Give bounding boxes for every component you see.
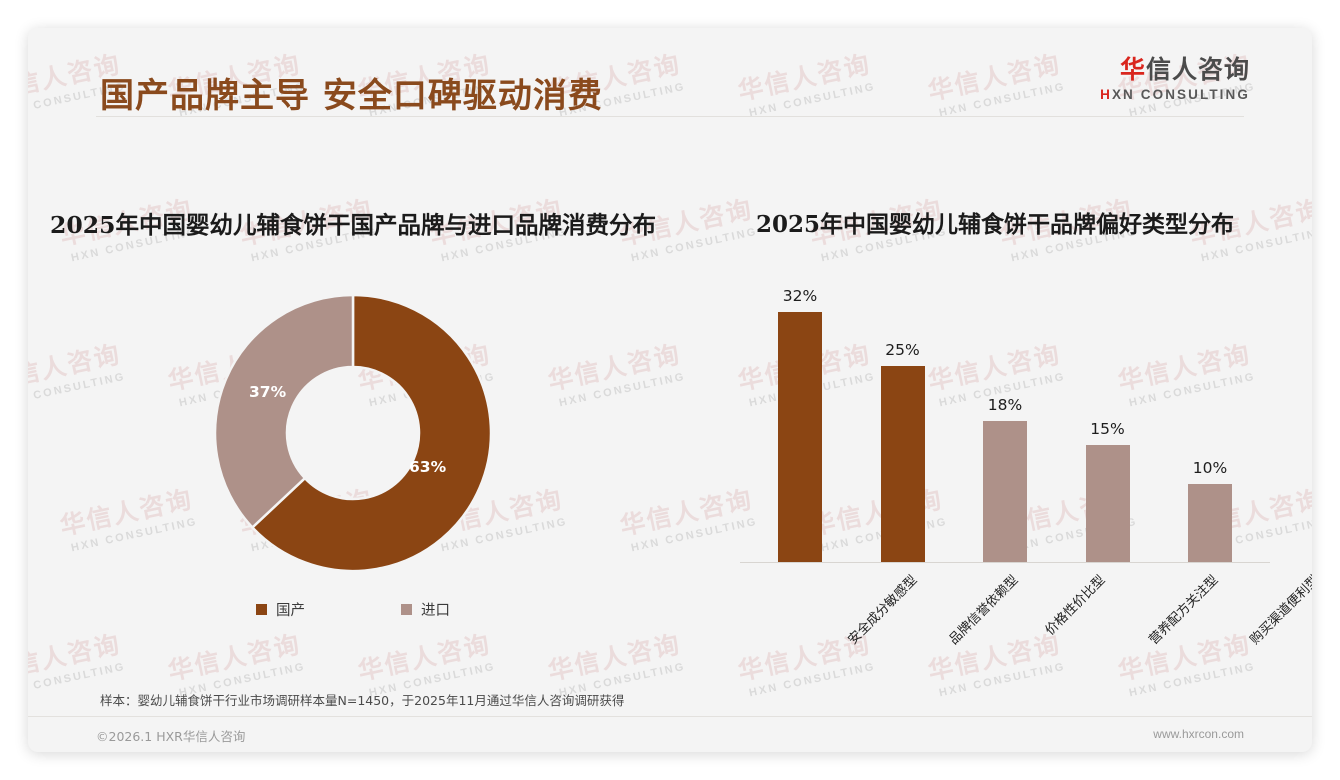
bar-value-label: 15% [1090, 420, 1125, 438]
donut-slice[interactable] [250, 293, 493, 573]
x-axis-line [740, 562, 1270, 563]
donut-slice[interactable] [213, 293, 355, 530]
website-url: www.hxrcon.com [1153, 727, 1244, 741]
legend-item-domestic[interactable]: 国产 [256, 599, 305, 620]
bar-category-label: 价格性价比型 [1042, 572, 1109, 639]
legend-label-domestic: 国产 [276, 603, 305, 619]
page-title: 国产品牌主导 安全口碑驱动消费 [100, 76, 603, 116]
legend-swatch-icon [256, 604, 267, 615]
bar-column[interactable]: 18% [959, 270, 1051, 562]
donut-legend: 国产 进口 [28, 599, 678, 620]
logo-chinese-rest: 信人咨询 [1145, 55, 1250, 84]
bar-category-label: 购买渠道便利型 [1247, 572, 1312, 648]
donut-value-domestic: 63% [409, 458, 447, 476]
donut-svg [213, 293, 493, 573]
donut-chart-title: 2025年中国婴幼儿辅食饼干国产品牌与进口品牌消费分布 [50, 211, 656, 239]
charts-container: 2025年中国婴幼儿辅食饼干国产品牌与进口品牌消费分布 63% 37% 国产 进… [28, 178, 1312, 678]
bar-value-label: 25% [885, 341, 920, 359]
logo-english-rest: XN CONSULTING [1111, 87, 1250, 102]
donut-chart: 63% 37% [213, 293, 493, 573]
bar-rect[interactable] [1188, 484, 1232, 562]
logo-chinese: 华信人咨询 [1100, 56, 1250, 84]
bar-value-label: 32% [782, 287, 818, 305]
bar-value-label: 18% [987, 396, 1023, 414]
bar-column[interactable]: 32% [754, 270, 846, 562]
logo-hua-char: 华 [1119, 55, 1146, 84]
copyright-text: ©2026.1 HXR华信人咨询 [96, 729, 246, 744]
bar-rect[interactable] [880, 366, 925, 562]
logo-english: HXN CONSULTING [1100, 87, 1250, 102]
bar-category-label: 营养配方关注型 [1146, 572, 1222, 648]
bar-column[interactable]: 15% [1062, 270, 1154, 562]
footer-divider [28, 716, 1312, 717]
bar-chart-panel: 2025年中国婴幼儿辅食饼干品牌偏好类型分布 32% 25% 18% 15% 10% 安… [678, 178, 1312, 678]
bar-column[interactable]: 25% [857, 270, 949, 562]
bar-rect[interactable] [983, 421, 1027, 562]
donut-value-imported: 37% [249, 383, 287, 401]
bar-rect[interactable] [1085, 445, 1130, 562]
slide-canvas: 华信人咨询 HXN CONSULTING 华信人咨询 HXN CONSULTING华信… [28, 28, 1312, 752]
bar-chart-title: 2025年中国婴幼儿辅食饼干品牌偏好类型分布 [755, 211, 1234, 238]
slide-header: 国产品牌主导 安全口碑驱动消费 华信人咨询 HXN CONSULTING [28, 28, 1312, 130]
title-divider [96, 116, 1244, 117]
bar-category-label: 安全成分敏感型 [845, 572, 921, 648]
legend-swatch-icon [401, 604, 412, 615]
donut-chart-panel: 2025年中国婴幼儿辅食饼干国产品牌与进口品牌消费分布 63% 37% 国产 进… [28, 178, 678, 678]
bar-category-label: 品牌信誉依赖型 [946, 572, 1022, 648]
legend-item-imported[interactable]: 进口 [401, 599, 450, 620]
bar-rect[interactable] [778, 312, 822, 562]
bar-column[interactable]: 10% [1164, 270, 1256, 562]
logo-h-char: H [1100, 87, 1112, 102]
company-logo: 华信人咨询 HXN CONSULTING [1100, 56, 1250, 103]
legend-label-imported: 进口 [421, 603, 450, 619]
sample-note: 样本：婴幼儿辅食饼干行业市场调研样本量N=1450，于2025年11月通过华信人… [100, 693, 625, 708]
bar-value-label: 10% [1192, 459, 1228, 477]
bar-category-labels: 安全成分敏感型 品牌信誉依赖型 价格性价比型 营养配方关注型 购买渠道便利型 [740, 564, 1312, 674]
bar-series: 32% 25% 18% 15% 10% [740, 270, 1270, 562]
bar-chart-plot: 32% 25% 18% 15% 10% [740, 270, 1270, 563]
